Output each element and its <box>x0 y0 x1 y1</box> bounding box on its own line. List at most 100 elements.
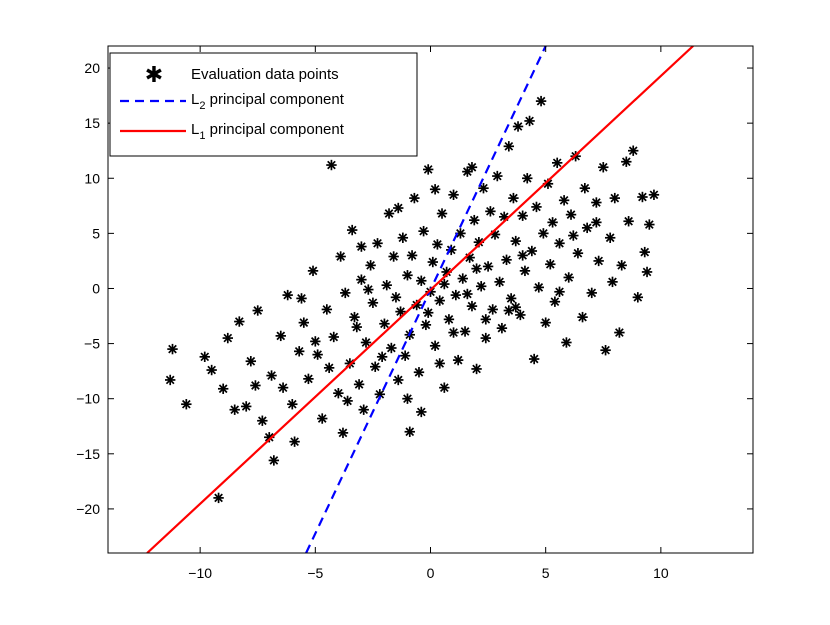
data-point <box>167 343 178 355</box>
data-point <box>317 413 328 424</box>
data-point <box>517 210 528 221</box>
data-point <box>547 217 558 228</box>
data-point <box>363 284 374 295</box>
data-point <box>393 374 404 386</box>
data-point <box>268 455 280 466</box>
x-tick-label: −10 <box>188 565 212 581</box>
legend-label-points: Evaluation data points <box>191 66 339 83</box>
data-point <box>561 337 572 348</box>
data-point <box>628 145 639 156</box>
data-point <box>353 379 365 390</box>
data-point <box>333 387 344 399</box>
data-point <box>213 492 224 504</box>
legend-marker-asterisk: ✱ <box>145 63 163 88</box>
y-tick-label: 10 <box>84 170 100 186</box>
data-point <box>648 189 660 200</box>
x-tick-label: 5 <box>542 565 550 581</box>
data-point <box>351 321 362 333</box>
data-point <box>439 278 450 290</box>
data-point <box>512 121 524 132</box>
plot-content <box>146 46 694 553</box>
y-tick-label: 5 <box>92 225 100 241</box>
data-point <box>372 238 383 249</box>
data-point <box>275 330 286 342</box>
x-tick-label: 0 <box>427 565 435 581</box>
data-point <box>439 382 450 393</box>
data-point <box>457 273 468 284</box>
data-point <box>632 292 644 303</box>
data-point <box>312 349 323 360</box>
data-point <box>639 246 650 258</box>
data-point <box>386 342 397 354</box>
data-point <box>250 380 261 391</box>
data-point <box>307 265 319 277</box>
legend-label-l2: L2 principal component <box>191 91 345 112</box>
legend-label-l1: L1 principal component <box>191 121 345 142</box>
x-tick-label: 10 <box>653 565 669 581</box>
data-point <box>462 288 473 300</box>
data-point <box>568 230 579 241</box>
y-tick-label: −5 <box>84 336 100 352</box>
data-point <box>581 222 593 234</box>
data-point <box>443 314 455 325</box>
data-point <box>413 367 425 378</box>
data-points <box>164 95 660 504</box>
data-point <box>492 170 503 182</box>
data-point <box>448 327 459 338</box>
data-point <box>436 208 448 219</box>
data-point <box>298 317 310 328</box>
y-tick-label: 0 <box>92 280 100 296</box>
data-point <box>399 350 411 361</box>
data-point <box>293 346 305 357</box>
data-point <box>434 295 445 306</box>
data-point <box>519 265 531 277</box>
data-point <box>487 304 498 315</box>
legend-box <box>109 52 418 157</box>
data-point <box>496 322 508 334</box>
data-point <box>383 208 395 219</box>
data-point <box>252 305 263 316</box>
data-point <box>607 276 618 288</box>
data-point <box>257 415 268 426</box>
data-point <box>303 373 314 385</box>
data-point <box>199 351 210 363</box>
data-point <box>637 191 648 203</box>
l1-principal-line <box>146 46 694 553</box>
data-point <box>591 197 602 208</box>
data-point <box>181 399 192 410</box>
data-point <box>245 356 257 367</box>
y-tick-label: −20 <box>76 501 100 517</box>
data-point <box>480 314 491 325</box>
data-point <box>416 406 427 418</box>
data-point <box>427 256 439 268</box>
y-tick-label: −15 <box>76 446 100 462</box>
y-tick-label: −10 <box>76 391 100 407</box>
data-point <box>434 358 445 369</box>
data-point <box>526 245 538 257</box>
data-point <box>217 383 229 394</box>
data-point <box>551 157 563 169</box>
data-point <box>450 289 462 301</box>
data-point <box>379 318 390 329</box>
data-point <box>471 263 482 274</box>
data-point <box>402 270 413 281</box>
data-point <box>531 201 542 213</box>
data-point <box>337 427 349 439</box>
data-point <box>335 251 346 262</box>
data-point <box>222 332 233 344</box>
data-point <box>508 192 519 204</box>
data-point <box>404 426 415 437</box>
data-point <box>234 316 245 327</box>
data-point <box>503 305 515 316</box>
data-point <box>535 95 547 107</box>
data-point <box>598 162 609 173</box>
data-point <box>326 159 337 171</box>
data-point <box>356 274 367 285</box>
data-point <box>528 353 540 365</box>
data-point <box>614 327 625 338</box>
data-point <box>459 326 471 337</box>
data-point <box>600 345 611 356</box>
data-point <box>533 282 544 293</box>
data-point <box>296 293 307 304</box>
